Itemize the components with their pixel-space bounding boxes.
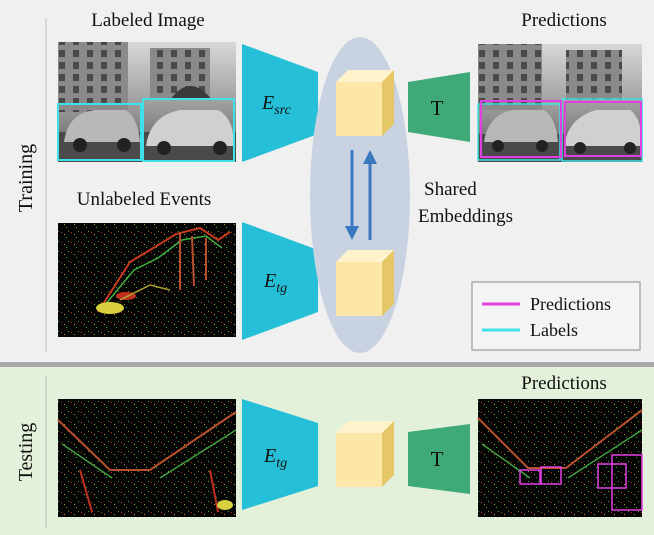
svg-text:Etg: Etg — [263, 270, 287, 296]
legend-label-predictions: Predictions — [530, 294, 611, 314]
prediction-box — [480, 100, 562, 158]
prediction-image-testing — [477, 399, 643, 517]
shared-embeddings-label-line2: Embeddings — [418, 206, 513, 227]
label-box — [142, 98, 235, 162]
training-section-label: Training — [15, 144, 37, 212]
encoder-tg-sub: tg — [276, 281, 287, 296]
task-head-training-label: T — [431, 96, 444, 120]
predictions-title-training: Predictions — [521, 10, 607, 31]
legend-label-labels: Labels — [530, 320, 578, 340]
label-box — [57, 103, 142, 161]
legend: Predictions Labels — [471, 281, 641, 351]
unlabeled-events-title: Unlabeled Events — [77, 189, 212, 210]
embedding-cube-tg — [336, 250, 394, 316]
svg-text:Esrc: Esrc — [261, 92, 292, 118]
encoder-tg-test-sub: tg — [276, 456, 287, 471]
embedding-cube-testing — [336, 421, 394, 487]
unlabeled-events-image — [58, 223, 236, 337]
prediction-box — [611, 454, 643, 511]
prediction-box — [540, 466, 562, 485]
task-head-training: T — [408, 72, 470, 142]
encoder-tg-testing: Etg — [242, 399, 318, 510]
testing-section-label: Testing — [15, 423, 37, 482]
prediction-image-training — [477, 44, 643, 162]
labeled-image — [57, 42, 236, 162]
shared-embeddings-label-line1: Shared — [424, 179, 477, 200]
predictions-title-testing: Predictions — [521, 373, 607, 394]
embedding-cube-src — [336, 70, 394, 136]
encoder-tg-training: Etg — [242, 222, 318, 340]
encoder-src-sub: src — [274, 103, 291, 118]
task-head-testing: T — [408, 424, 470, 494]
task-head-testing-label: T — [431, 447, 444, 471]
labeled-image-title: Labeled Image — [91, 10, 204, 31]
prediction-box — [519, 469, 541, 485]
prediction-box — [564, 101, 642, 157]
alignment-arrows — [345, 150, 377, 240]
encoder-src: Esrc — [242, 44, 318, 162]
encoder-tg-base: E — [263, 270, 276, 292]
svg-text:Etg: Etg — [263, 445, 287, 471]
testing-events-image — [57, 399, 237, 517]
section-divider — [0, 362, 654, 367]
encoder-tg-test-base: E — [263, 445, 276, 467]
encoder-src-base: E — [261, 92, 274, 114]
